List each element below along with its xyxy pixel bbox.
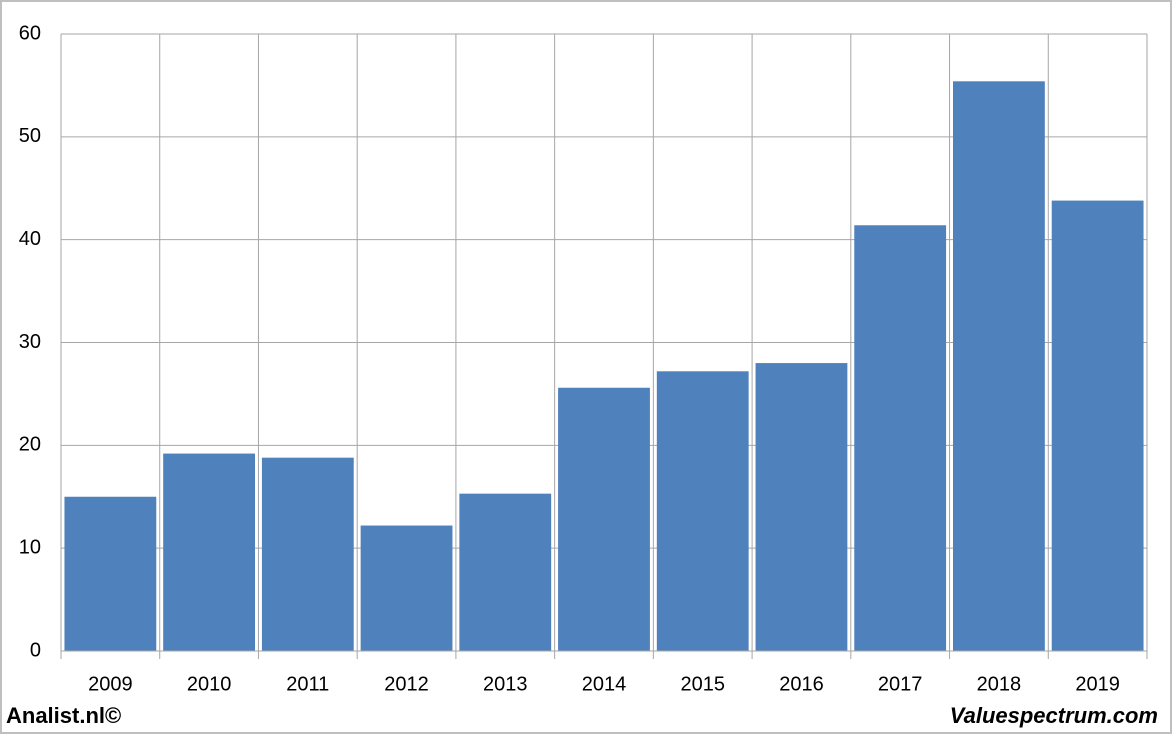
y-tick-label: 0 xyxy=(30,639,41,661)
y-tick-label: 60 xyxy=(19,22,41,44)
y-tick-label: 30 xyxy=(19,331,41,353)
bar xyxy=(64,496,157,651)
x-tick-label: 2009 xyxy=(88,673,133,695)
bar xyxy=(953,81,1045,651)
footer-right: Valuespectrum.com xyxy=(950,703,1158,728)
x-tick-label: 2011 xyxy=(286,673,329,695)
x-tick-label: 2013 xyxy=(483,673,528,695)
y-tick-label: 50 xyxy=(19,125,41,147)
footer-left: Analist.nl© xyxy=(6,703,121,728)
x-tick-label: 2016 xyxy=(779,673,824,695)
x-tick-label: 2010 xyxy=(187,673,232,695)
x-tick-label: 2019 xyxy=(1075,673,1120,695)
bar xyxy=(163,453,255,651)
bar xyxy=(656,371,749,651)
x-tick-label: 2012 xyxy=(384,673,429,695)
x-tick-label: 2017 xyxy=(878,673,923,695)
y-tick-label: 10 xyxy=(19,536,41,558)
bar xyxy=(261,457,354,651)
y-tick-label: 40 xyxy=(19,228,41,250)
x-tick-label: 2014 xyxy=(582,673,627,695)
bar xyxy=(558,387,650,651)
x-tick-label: 2018 xyxy=(977,673,1022,695)
bar xyxy=(755,363,848,651)
bar xyxy=(1051,200,1144,651)
bar xyxy=(854,225,947,651)
bar xyxy=(360,525,453,651)
bar xyxy=(459,493,552,651)
x-tick-label: 2015 xyxy=(680,673,725,695)
y-tick-label: 20 xyxy=(19,434,41,456)
